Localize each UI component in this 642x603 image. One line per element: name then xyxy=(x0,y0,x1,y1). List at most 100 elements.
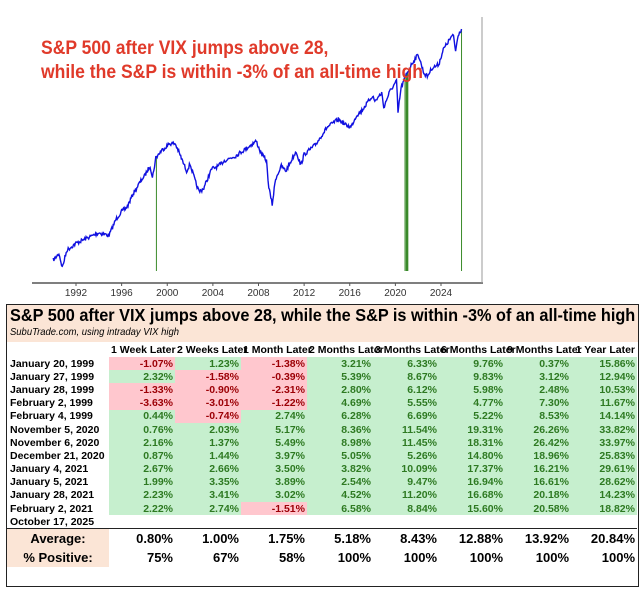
table-row: October 17, 2025 xyxy=(7,515,637,529)
return-cell: 16.68% xyxy=(439,488,505,503)
return-cell: 2.23% xyxy=(109,488,175,503)
summary-value: 67% xyxy=(212,550,239,566)
sp500-line xyxy=(52,28,463,268)
return-cell: 8.67% xyxy=(373,370,439,384)
return-cell: 5.55% xyxy=(373,396,439,410)
return-cell: 3.50% xyxy=(241,462,307,476)
summary-value: 100% xyxy=(337,550,371,566)
return-cell: 11.20% xyxy=(373,488,439,503)
return-cell: 26.26% xyxy=(505,422,571,437)
return-cell: 2.66% xyxy=(175,462,241,476)
return-cell: 11.67% xyxy=(571,396,637,410)
return-cell: 9.83% xyxy=(439,370,505,384)
return-cell: 33.82% xyxy=(571,422,637,437)
table-row: January 28, 2021 2.23% 3.41% 3.02% 4.52% 11.2… xyxy=(7,488,637,503)
sp500-chart: 1992 1996 2000 2004 2008 2012 2016 2020 2024 xyxy=(32,17,483,299)
return-cell: -1.22% xyxy=(241,396,307,410)
return-cell: 1.23% xyxy=(175,357,241,371)
table-row: February 2, 2021 2.22% 2.74% -1.51% 6.58% 8.8… xyxy=(7,502,637,516)
summary-label: % Positive: xyxy=(7,548,109,568)
return-cell: 18.96% xyxy=(505,449,571,463)
summary-value: 100% xyxy=(403,550,437,566)
return-cell: -2.31% xyxy=(241,383,307,397)
return-cell: 3.89% xyxy=(241,475,307,489)
return-cell: 6.28% xyxy=(307,409,373,423)
return-cell: 15.60% xyxy=(439,502,505,516)
return-cell: 4.69% xyxy=(307,396,373,410)
return-cell: 10.53% xyxy=(571,383,637,397)
column-header: 9 Months Later xyxy=(507,343,582,356)
return-cell: 16.94% xyxy=(439,475,505,489)
x-tick-label: 2004 xyxy=(202,288,225,299)
return-cell xyxy=(505,515,571,529)
return-cell: 6.33% xyxy=(373,357,439,371)
return-cell: 3.41% xyxy=(175,488,241,503)
table-row: January 20, 1999 -1.07% 1.23% -1.38% 3.21% 6.… xyxy=(7,357,637,371)
return-cell: 25.83% xyxy=(571,449,637,463)
return-cell: 8.84% xyxy=(373,502,439,516)
return-cell: 17.37% xyxy=(439,462,505,476)
chart-title-line2: while the S&P is within -3% of an all-ti… xyxy=(41,61,423,83)
return-cell: 4.77% xyxy=(439,396,505,410)
return-cell: 2.74% xyxy=(175,502,241,516)
return-cell: 1.37% xyxy=(175,436,241,450)
summary-value: 0.80% xyxy=(109,528,175,549)
return-cell: 3.35% xyxy=(175,475,241,489)
return-cell: 5.05% xyxy=(307,449,373,463)
row-date: January 28, 2021 xyxy=(10,489,95,502)
summary-row: Average: 0.80% 1.00% 1.75% 5.18% 8.43% 12.88% 1… xyxy=(7,528,637,549)
chart-title-line1: S&P 500 after VIX jumps above 28, xyxy=(41,37,329,59)
return-cell: 5.17% xyxy=(241,422,307,437)
return-cell: 6.12% xyxy=(373,383,439,397)
return-cell: 14.80% xyxy=(439,449,505,463)
summary-value: 12.88% xyxy=(439,528,505,549)
return-cell: 2.16% xyxy=(109,436,175,450)
summary-value: 13.92% xyxy=(505,528,571,549)
x-tick-label: 2012 xyxy=(293,288,316,299)
x-tick-label: 2008 xyxy=(247,288,270,299)
table-row: January 5, 2021 1.99% 3.35% 3.89% 2.54% 9.47%… xyxy=(7,475,637,489)
row-date: February 4, 1999 xyxy=(10,410,93,423)
summary-value: 1.75% xyxy=(241,528,307,549)
return-cell: 6.58% xyxy=(307,502,373,516)
column-header: 2 Weeks Later xyxy=(177,343,248,356)
x-tick-label: 2024 xyxy=(430,288,453,299)
table-row: February 4, 1999 0.44% -0.74% 2.74% 6.28% 6.6… xyxy=(7,409,637,423)
return-cell: 18.31% xyxy=(439,436,505,450)
return-cell: -0.39% xyxy=(241,370,307,384)
row-date: January 4, 2021 xyxy=(10,463,89,476)
return-cell: -1.07% xyxy=(109,357,175,371)
x-tick-label: 2016 xyxy=(339,288,362,299)
return-cell: 2.48% xyxy=(505,383,571,397)
return-cell: 29.61% xyxy=(571,462,637,476)
return-cell: 19.31% xyxy=(439,422,505,437)
return-cell: 11.45% xyxy=(373,436,439,450)
column-header: 6 Months Later xyxy=(441,343,516,356)
x-tick-label: 1992 xyxy=(65,288,88,299)
return-cell: 3.02% xyxy=(241,488,307,503)
summary-value: 100% xyxy=(601,550,635,566)
return-cell: 7.30% xyxy=(505,396,571,410)
return-cell: 20.18% xyxy=(505,488,571,503)
return-cell: 2.32% xyxy=(109,370,175,384)
table-header: S&P 500 after VIX jumps above 28, while … xyxy=(7,305,638,342)
return-cell: 0.37% xyxy=(505,357,571,371)
return-cell: 14.23% xyxy=(571,488,637,503)
row-date: November 5, 2020 xyxy=(10,423,100,436)
table-row: January 27, 1999 2.32% -1.58% -0.39% 5.39% 8.… xyxy=(7,370,637,384)
return-cell: 0.76% xyxy=(109,422,175,437)
summary-value: 20.84% xyxy=(571,528,637,549)
return-cell xyxy=(241,515,307,529)
return-cell: -1.38% xyxy=(241,357,307,371)
summary-label: Average: xyxy=(7,528,109,549)
column-header: 1 Month Later xyxy=(243,343,312,356)
row-date: February 2, 2021 xyxy=(10,502,93,515)
return-cell: 5.22% xyxy=(439,409,505,423)
return-cell: 26.42% xyxy=(505,436,571,450)
return-cell xyxy=(175,515,241,529)
return-cell: 8.98% xyxy=(307,436,373,450)
return-cell: 3.82% xyxy=(307,462,373,476)
return-cell: -3.01% xyxy=(175,396,241,410)
table-row: February 2, 1999 -3.63% -3.01% -1.22% 4.69% 5… xyxy=(7,396,637,410)
return-cell: 1.44% xyxy=(175,449,241,463)
